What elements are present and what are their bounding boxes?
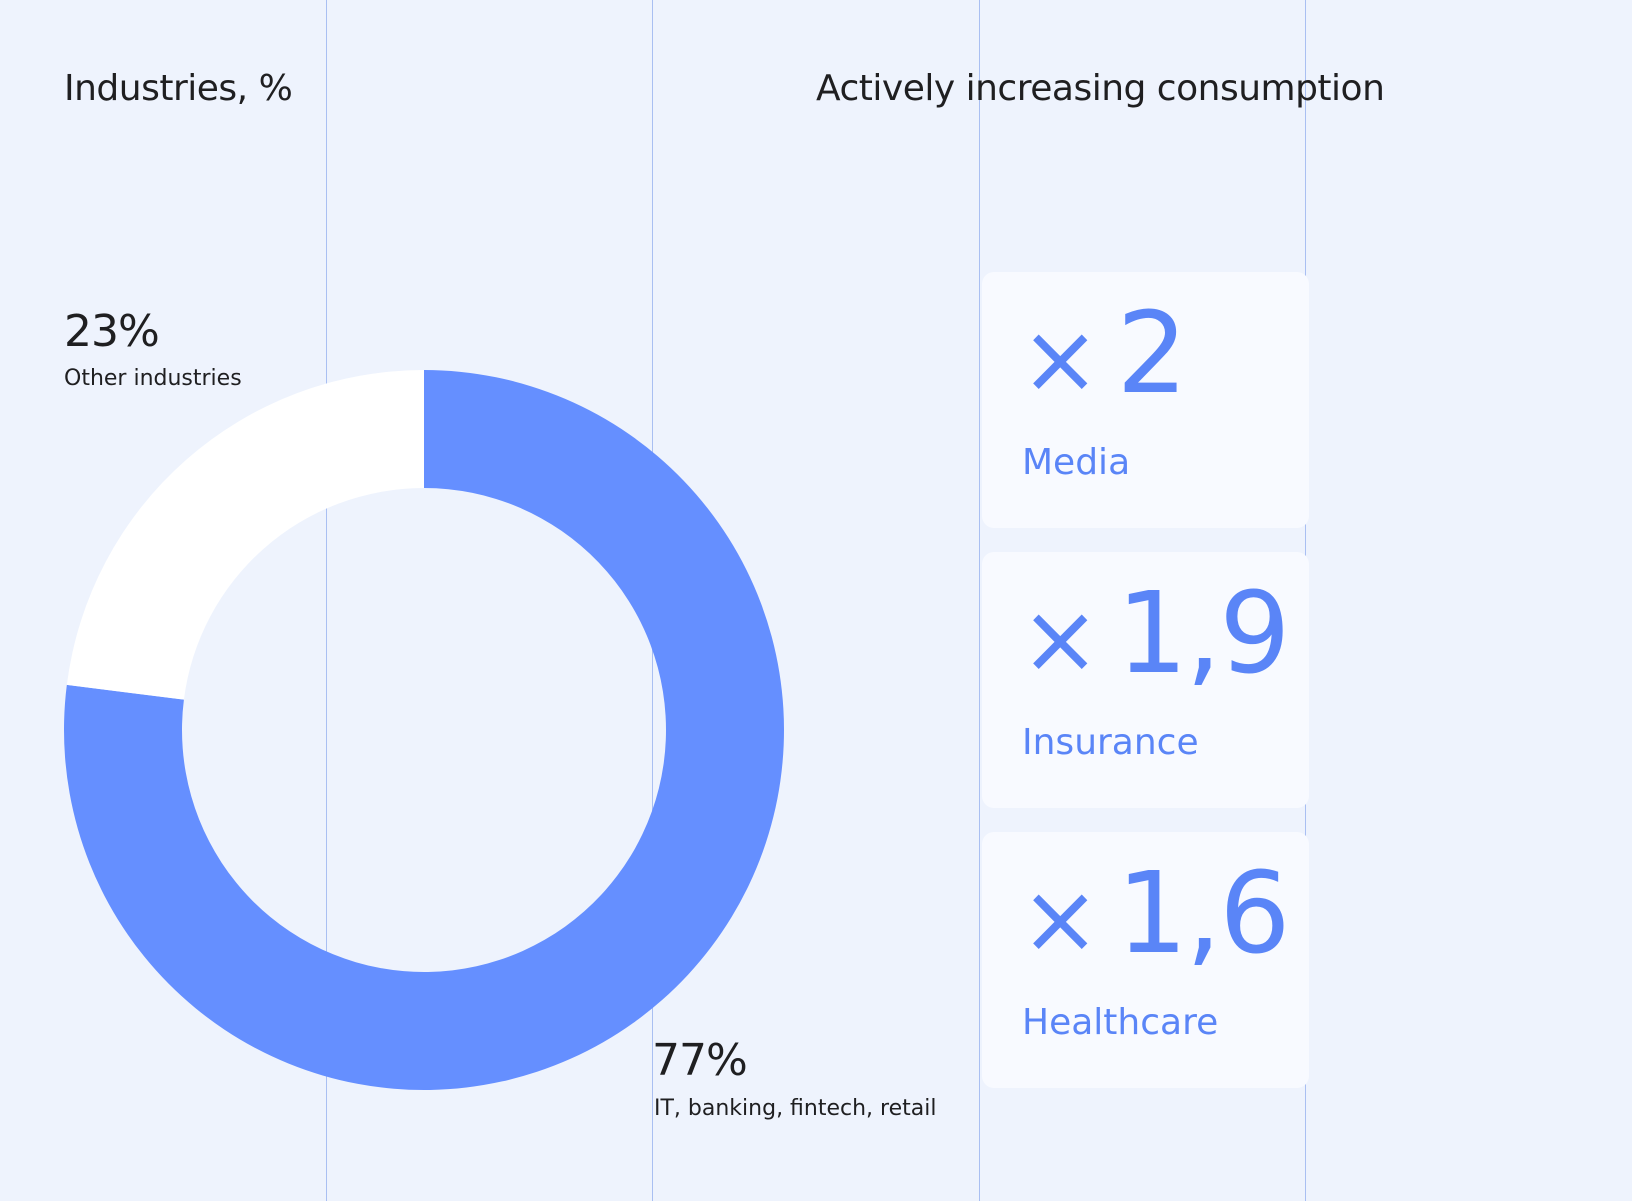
media-label: Media (1022, 442, 1131, 483)
industries-title: Industries, % (64, 68, 293, 109)
multiply-icon: × (1020, 583, 1100, 695)
healthcare-card: × 1,6 Healthcare (982, 832, 1309, 1088)
healthcare-multiplier: × 1,6 (1020, 858, 1291, 970)
main-industries-label: IT, banking, fintech, retail (654, 1096, 937, 1121)
healthcare-multiplier-value: 1,6 (1116, 849, 1290, 979)
media-multiplier-value: 2 (1116, 289, 1187, 419)
multiply-icon: × (1020, 303, 1100, 415)
donut-slice-other-industries (66, 370, 424, 700)
other-percent-label: 23% (64, 306, 160, 357)
consumption-title: Actively increasing consumption (816, 68, 1385, 109)
grid-line (326, 0, 327, 1201)
media-multiplier: × 2 (1020, 298, 1188, 410)
main-percent-label: 77% (652, 1035, 748, 1086)
insurance-multiplier: × 1,9 (1020, 578, 1291, 690)
grid-line (979, 0, 980, 1201)
insurance-card: × 1,9 Insurance (982, 552, 1309, 808)
donut-slice-main-industries (64, 370, 784, 1090)
insurance-multiplier-value: 1,9 (1116, 569, 1290, 699)
healthcare-label: Healthcare (1022, 1002, 1219, 1043)
multiply-icon: × (1020, 863, 1100, 975)
media-card: × 2 Media (982, 272, 1309, 528)
insurance-label: Insurance (1022, 722, 1199, 763)
other-industries-label: Other industries (64, 366, 242, 391)
